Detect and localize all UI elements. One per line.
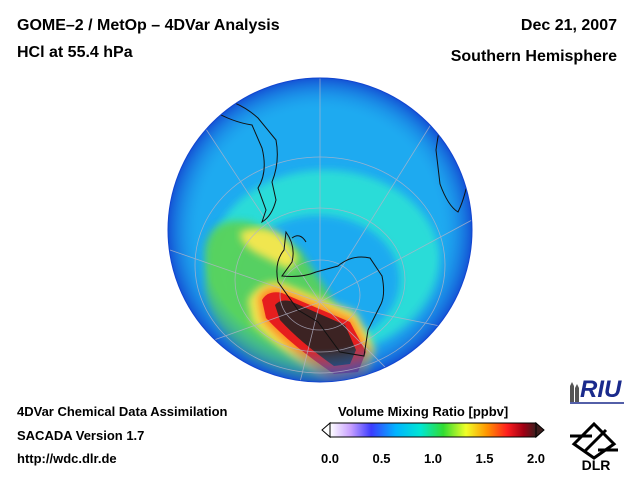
colorbar-tick-label: 1.0 (423, 451, 443, 466)
colorbar-tick-label: 2.0 (526, 451, 546, 466)
colorbar-title: Volume Mixing Ratio [ppbv] (338, 404, 509, 419)
colorbar-gradient (329, 422, 537, 438)
colorbar-tick-label: 0.5 (372, 451, 391, 466)
colorbar (321, 421, 545, 439)
title-line-2: HCl at 55.4 hPa (17, 44, 133, 61)
footer-line-1: 4DVar Chemical Data Assimilation (17, 404, 228, 419)
title-line-1: GOME–2 / MetOp – 4DVar Analysis (17, 17, 280, 34)
graticule (169, 78, 472, 382)
colorbar-min-arrow (321, 421, 331, 439)
dlr-emblem-icon (570, 421, 618, 460)
date-label: Dec 21, 2007 (520, 17, 617, 34)
hemisphere-label: Southern Hemisphere (450, 48, 617, 65)
south-america-coast (211, 97, 278, 224)
riu-logo: RIU (570, 376, 624, 404)
colorbar-max-arrow (535, 421, 545, 439)
antarctica-coast (276, 230, 385, 357)
footer-url[interactable]: http://wdc.dlr.de (17, 451, 117, 466)
footer-line-2: SACADA Version 1.7 (17, 428, 145, 443)
dlr-logo: DLR (570, 421, 618, 473)
colorbar-tick-label: 1.5 (475, 451, 494, 466)
dlr-logo-text: DLR (582, 457, 611, 473)
colorbar-tick-label: 0.0 (320, 451, 340, 466)
riu-logo-text: RIU (580, 376, 622, 403)
riu-cologne-icon (570, 382, 579, 402)
